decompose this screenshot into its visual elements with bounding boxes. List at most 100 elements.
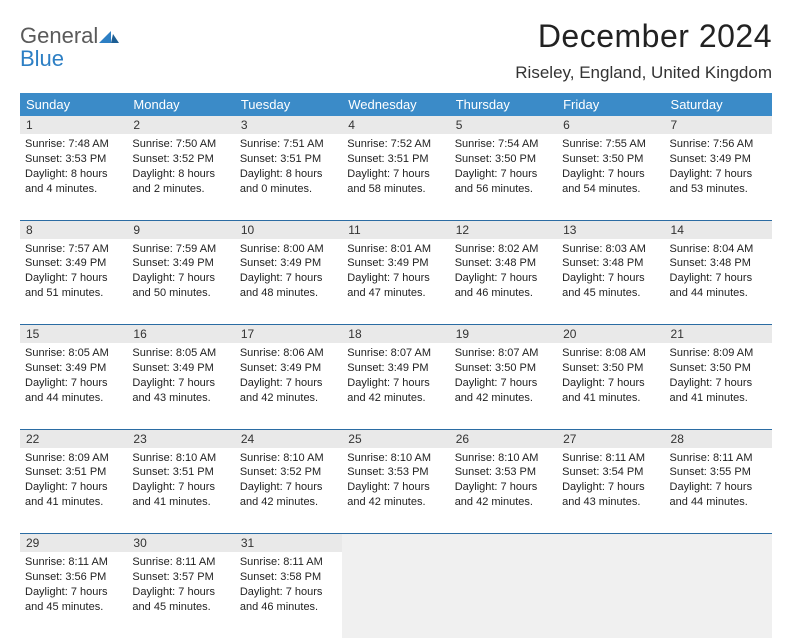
day-number-row: 1234567 — [20, 116, 772, 134]
sunset-text: Sunset: 3:57 PM — [132, 570, 229, 585]
daylight-text: Daylight: 7 hours and 56 minutes. — [455, 167, 552, 197]
sunset-text: Sunset: 3:50 PM — [670, 361, 767, 376]
daylight-text: Daylight: 7 hours and 41 minutes. — [562, 376, 659, 406]
day-number: 31 — [235, 534, 342, 553]
day-number: 28 — [665, 429, 772, 448]
sunrise-text: Sunrise: 7:48 AM — [25, 137, 122, 152]
day-cell — [665, 552, 772, 638]
day-cell: Sunrise: 7:54 AMSunset: 3:50 PMDaylight:… — [450, 134, 557, 220]
day-content-row: Sunrise: 8:05 AMSunset: 3:49 PMDaylight:… — [20, 343, 772, 429]
sunrise-text: Sunrise: 8:00 AM — [240, 242, 337, 257]
sunset-text: Sunset: 3:48 PM — [562, 256, 659, 271]
sunset-text: Sunset: 3:58 PM — [240, 570, 337, 585]
day-number: 8 — [20, 220, 127, 239]
sunset-text: Sunset: 3:54 PM — [562, 465, 659, 480]
daylight-text: Daylight: 7 hours and 45 minutes. — [25, 585, 122, 615]
day-number: 14 — [665, 220, 772, 239]
daylight-text: Daylight: 8 hours and 4 minutes. — [25, 167, 122, 197]
daylight-text: Daylight: 7 hours and 54 minutes. — [562, 167, 659, 197]
sunrise-text: Sunrise: 7:57 AM — [25, 242, 122, 257]
day-cell: Sunrise: 8:09 AMSunset: 3:51 PMDaylight:… — [20, 448, 127, 534]
sunset-text: Sunset: 3:53 PM — [455, 465, 552, 480]
daylight-text: Daylight: 7 hours and 43 minutes. — [562, 480, 659, 510]
day-cell: Sunrise: 8:11 AMSunset: 3:54 PMDaylight:… — [557, 448, 664, 534]
day-cell: Sunrise: 8:00 AMSunset: 3:49 PMDaylight:… — [235, 239, 342, 325]
sunset-text: Sunset: 3:50 PM — [455, 152, 552, 167]
sunrise-text: Sunrise: 7:59 AM — [132, 242, 229, 257]
daylight-text: Daylight: 7 hours and 44 minutes. — [25, 376, 122, 406]
day-number: 27 — [557, 429, 664, 448]
sunrise-text: Sunrise: 8:07 AM — [347, 346, 444, 361]
day-cell: Sunrise: 7:55 AMSunset: 3:50 PMDaylight:… — [557, 134, 664, 220]
sunset-text: Sunset: 3:50 PM — [455, 361, 552, 376]
day-cell: Sunrise: 8:11 AMSunset: 3:57 PMDaylight:… — [127, 552, 234, 638]
day-content-row: Sunrise: 7:57 AMSunset: 3:49 PMDaylight:… — [20, 239, 772, 325]
day-number-row: 293031 — [20, 534, 772, 553]
sunset-text: Sunset: 3:49 PM — [240, 361, 337, 376]
daylight-text: Daylight: 7 hours and 46 minutes. — [240, 585, 337, 615]
day-number: 2 — [127, 116, 234, 134]
sunset-text: Sunset: 3:49 PM — [25, 256, 122, 271]
day-cell: Sunrise: 7:51 AMSunset: 3:51 PMDaylight:… — [235, 134, 342, 220]
sunset-text: Sunset: 3:55 PM — [670, 465, 767, 480]
logo-word-blue: Blue — [20, 46, 64, 71]
day-cell — [450, 552, 557, 638]
sunrise-text: Sunrise: 8:11 AM — [670, 451, 767, 466]
weekday-header: Monday — [127, 93, 234, 116]
day-cell — [557, 552, 664, 638]
day-number: 17 — [235, 325, 342, 344]
daylight-text: Daylight: 7 hours and 42 minutes. — [240, 376, 337, 406]
sunrise-text: Sunrise: 8:08 AM — [562, 346, 659, 361]
sunrise-text: Sunrise: 7:54 AM — [455, 137, 552, 152]
daylight-text: Daylight: 7 hours and 43 minutes. — [132, 376, 229, 406]
sunset-text: Sunset: 3:49 PM — [347, 361, 444, 376]
location-label: Riseley, England, United Kingdom — [515, 63, 772, 83]
daylight-text: Daylight: 7 hours and 51 minutes. — [25, 271, 122, 301]
weekday-header: Tuesday — [235, 93, 342, 116]
daylight-text: Daylight: 7 hours and 53 minutes. — [670, 167, 767, 197]
day-number: 22 — [20, 429, 127, 448]
sunset-text: Sunset: 3:49 PM — [132, 361, 229, 376]
day-number: 3 — [235, 116, 342, 134]
day-cell: Sunrise: 8:04 AMSunset: 3:48 PMDaylight:… — [665, 239, 772, 325]
daylight-text: Daylight: 7 hours and 58 minutes. — [347, 167, 444, 197]
day-number: 26 — [450, 429, 557, 448]
daylight-text: Daylight: 7 hours and 42 minutes. — [455, 480, 552, 510]
day-cell: Sunrise: 7:59 AMSunset: 3:49 PMDaylight:… — [127, 239, 234, 325]
daylight-text: Daylight: 8 hours and 2 minutes. — [132, 167, 229, 197]
sunrise-text: Sunrise: 8:03 AM — [562, 242, 659, 257]
logo-mark-icon — [99, 24, 119, 47]
day-number: 30 — [127, 534, 234, 553]
daylight-text: Daylight: 7 hours and 42 minutes. — [347, 480, 444, 510]
sunset-text: Sunset: 3:50 PM — [562, 361, 659, 376]
daylight-text: Daylight: 7 hours and 41 minutes. — [670, 376, 767, 406]
sunrise-text: Sunrise: 7:52 AM — [347, 137, 444, 152]
weekday-header-row: Sunday Monday Tuesday Wednesday Thursday… — [20, 93, 772, 116]
day-cell: Sunrise: 8:07 AMSunset: 3:50 PMDaylight:… — [450, 343, 557, 429]
day-cell: Sunrise: 7:50 AMSunset: 3:52 PMDaylight:… — [127, 134, 234, 220]
logo-word-general: General — [20, 23, 98, 48]
day-number: 13 — [557, 220, 664, 239]
day-number: 5 — [450, 116, 557, 134]
sunset-text: Sunset: 3:48 PM — [455, 256, 552, 271]
day-number — [665, 534, 772, 553]
day-cell: Sunrise: 7:48 AMSunset: 3:53 PMDaylight:… — [20, 134, 127, 220]
day-cell: Sunrise: 8:10 AMSunset: 3:53 PMDaylight:… — [450, 448, 557, 534]
sunrise-text: Sunrise: 8:11 AM — [562, 451, 659, 466]
day-number: 7 — [665, 116, 772, 134]
sunrise-text: Sunrise: 8:05 AM — [132, 346, 229, 361]
day-number: 11 — [342, 220, 449, 239]
sunrise-text: Sunrise: 7:55 AM — [562, 137, 659, 152]
month-title: December 2024 — [515, 18, 772, 55]
day-number: 24 — [235, 429, 342, 448]
sunrise-text: Sunrise: 8:09 AM — [25, 451, 122, 466]
day-number: 29 — [20, 534, 127, 553]
day-cell: Sunrise: 8:09 AMSunset: 3:50 PMDaylight:… — [665, 343, 772, 429]
day-number-row: 22232425262728 — [20, 429, 772, 448]
day-number: 6 — [557, 116, 664, 134]
sunset-text: Sunset: 3:51 PM — [25, 465, 122, 480]
day-cell: Sunrise: 7:57 AMSunset: 3:49 PMDaylight:… — [20, 239, 127, 325]
sunrise-text: Sunrise: 8:10 AM — [455, 451, 552, 466]
weekday-header: Sunday — [20, 93, 127, 116]
sunrise-text: Sunrise: 8:06 AM — [240, 346, 337, 361]
